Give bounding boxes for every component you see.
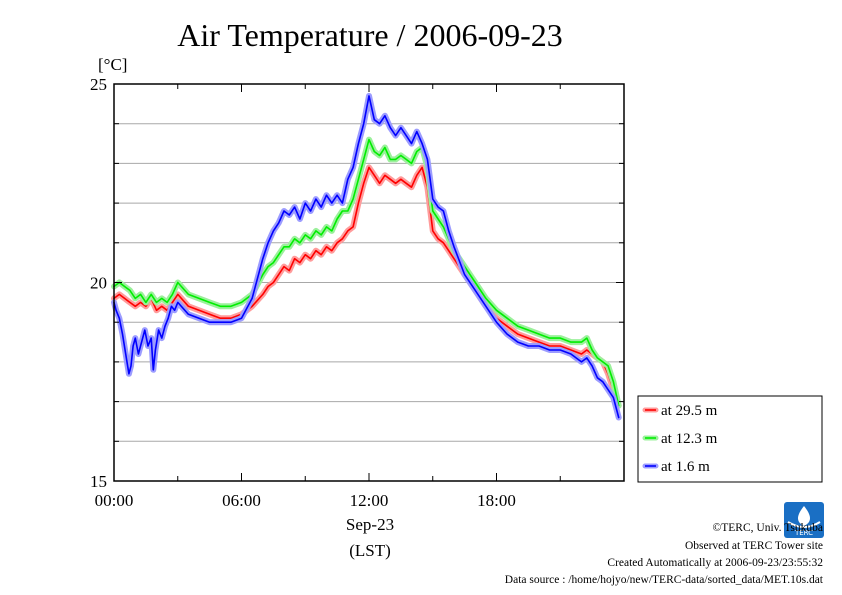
x-tick-label: 00:00 (95, 491, 134, 510)
y-tick-labels: 15 20 25 (90, 75, 107, 491)
terc-logo: TERC (784, 502, 824, 538)
x-tick-label: 18:00 (477, 491, 516, 510)
x-tick-label: 06:00 (222, 491, 261, 510)
footer-copyright: ©TERC, Univ. Tsukuba (713, 522, 823, 534)
y-tick-label: 15 (90, 472, 107, 491)
x-tick-label: 12:00 (350, 491, 389, 510)
legend-label: at 12.3 m (661, 431, 718, 447)
y-tick-label: 25 (90, 75, 107, 94)
series-0-line (113, 166, 620, 407)
axis-ticks (113, 83, 625, 482)
footer-created: Created Automatically at 2006-09-23/23:5… (607, 557, 823, 569)
series-lines (111, 92, 622, 421)
footer-source: Data source : /home/hojyo/new/TERC-data/… (505, 574, 824, 586)
gridlines (114, 123, 624, 442)
legend: at 29.5 m at 12.3 m at 1.6 m (637, 395, 823, 483)
legend-label: at 29.5 m (661, 403, 718, 419)
terc-logo-text: TERC (794, 529, 813, 537)
footer-observed: Observed at TERC Tower site (685, 540, 823, 552)
water-drop-icon (798, 506, 810, 526)
x-axis-date-label: Sep-23 (346, 515, 394, 534)
legend-box (637, 395, 823, 483)
x-axis-timezone-label: (LST) (349, 541, 391, 560)
y-tick-label: 20 (90, 274, 107, 293)
chart-title: Air Temperature / 2006-09-23 (177, 17, 563, 53)
legend-label: at 1.6 m (661, 459, 710, 475)
x-tick-labels: 00:00 06:00 12:00 18:00 (95, 491, 516, 510)
series-1-line (113, 138, 620, 407)
series-2-line (113, 95, 620, 419)
y-unit-label: [°C] (98, 55, 127, 74)
